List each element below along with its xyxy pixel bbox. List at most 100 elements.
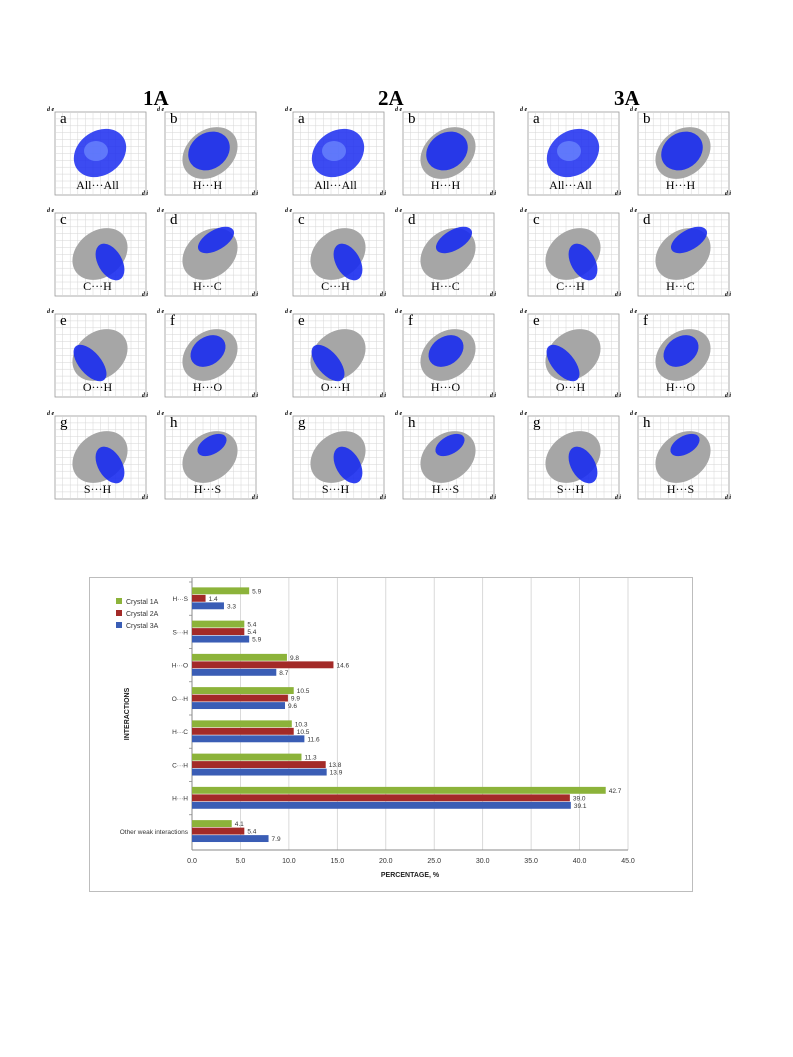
data-label: 39.0: [573, 795, 586, 802]
fingerprint-graphic: [164, 415, 257, 500]
bar-crystal-3a: [192, 668, 277, 676]
axis-label-de: d e: [630, 208, 638, 214]
fingerprint-graphic: [637, 212, 730, 297]
panel-letter: g: [60, 415, 68, 431]
fingerprint-graphic: [292, 212, 385, 297]
highlighted-contact-region: [661, 131, 703, 171]
bar-crystal-2a: [192, 761, 326, 769]
bar-crystal-3a: [192, 702, 286, 710]
fingerprint-plot-1a-f: d e d i f H···O: [156, 309, 259, 404]
panel-letter: b: [170, 111, 178, 127]
x-tick-label: 0.0: [187, 858, 197, 865]
highlighted-contact-region: [190, 335, 226, 367]
panel-letter: h: [170, 415, 178, 431]
fingerprint-plot-2a-e: d e d i e O···H: [284, 309, 387, 404]
axis-label-de: d e: [395, 309, 403, 315]
axis-label-di: d i: [379, 191, 386, 197]
highlighted-contact-region: [188, 131, 230, 171]
category-label: H···O: [172, 663, 188, 670]
panel-letter: c: [533, 212, 540, 228]
panel-caption: H···C: [193, 279, 222, 293]
panel-letter: h: [408, 415, 416, 431]
highlighted-contact-region: [197, 226, 235, 254]
panel-caption: All···All: [314, 178, 357, 192]
panel-caption: H···O: [665, 380, 696, 394]
category-label: H···S: [172, 596, 188, 603]
x-tick-label: 25.0: [427, 858, 441, 865]
panel-caption: H···C: [431, 279, 460, 293]
panel-caption: C···H: [556, 279, 585, 293]
panel-letter: g: [533, 415, 541, 431]
panel-caption: H···O: [430, 380, 461, 394]
panel-caption: H···S: [666, 482, 695, 496]
x-tick-label: 10.0: [282, 858, 296, 865]
fingerprint-plot-1a-b: d e d i b H···H: [156, 107, 259, 202]
data-label: 5.4: [247, 622, 256, 629]
dense-core: [322, 141, 346, 161]
data-label: 5.9: [252, 637, 261, 644]
bar-crystal-2a: [192, 661, 334, 669]
highlighted-contact-region: [428, 335, 464, 367]
fingerprint-graphic: [637, 111, 730, 196]
axis-label-di: d i: [614, 191, 621, 197]
panel-letter: c: [298, 212, 305, 228]
axis-label-de: d e: [47, 208, 55, 214]
panel-caption: S···H: [556, 482, 585, 496]
panel-caption: C···H: [83, 279, 112, 293]
panel-letter: a: [60, 111, 67, 127]
data-label: 7.9: [272, 836, 281, 843]
fingerprint-plot-3a-f: d e d i f H···O: [629, 309, 732, 404]
axis-label-di: d i: [614, 495, 621, 501]
highlighted-contact-region: [435, 226, 473, 254]
panel-caption: H···H: [192, 178, 223, 192]
bar-crystal-3a: [192, 635, 250, 643]
panel-caption: All···All: [549, 178, 592, 192]
axis-label-de: d e: [395, 107, 403, 113]
panel-caption: S···H: [83, 482, 112, 496]
axis-label-di: d i: [251, 393, 258, 399]
axis-label-de: d e: [157, 411, 165, 417]
axis-label-di: d i: [141, 292, 148, 298]
panel-letter: e: [533, 313, 540, 329]
axis-label-di: d i: [614, 292, 621, 298]
panel-letter: h: [643, 415, 651, 431]
fingerprint-plot-2a-h: d e d i h H···S: [394, 411, 497, 506]
dense-core: [557, 141, 581, 161]
panel-caption: O···H: [555, 380, 586, 394]
panel-caption: H···H: [430, 178, 461, 192]
fingerprint-graphic: [527, 313, 620, 398]
fingerprint-plot-3a-e: d e d i e O···H: [519, 309, 622, 404]
highlighted-contact-region: [311, 344, 345, 382]
bar-crystal-1a: [192, 687, 294, 695]
axis-label-de: d e: [285, 309, 293, 315]
fingerprint-graphic: [292, 111, 385, 196]
fingerprint-graphic: [54, 111, 147, 196]
axis-label-di: d i: [251, 191, 258, 197]
data-label: 8.7: [279, 670, 288, 677]
data-label: 3.3: [227, 603, 236, 610]
axis-label-de: d e: [520, 208, 528, 214]
fingerprint-plot-2a-c: d e d i c C···H: [284, 208, 387, 303]
panel-caption: H···H: [665, 178, 696, 192]
category-label: C···H: [172, 762, 188, 769]
data-label: 5.4: [247, 629, 256, 636]
axis-label-di: d i: [141, 495, 148, 501]
panel-caption: C···H: [321, 279, 350, 293]
axis-label-di: d i: [724, 495, 731, 501]
panel-caption: O···H: [320, 380, 351, 394]
legend-swatch: [116, 598, 122, 604]
fingerprint-plot-1a-d: d e d i d H···C: [156, 208, 259, 303]
axis-label-di: d i: [724, 393, 731, 399]
fingerprint-graphic: [54, 212, 147, 297]
bar-crystal-1a: [192, 820, 232, 828]
bar-crystal-3a: [192, 768, 327, 776]
x-tick-label: 15.0: [331, 858, 345, 865]
fingerprint-plot-1a-a: d e d i a All···All: [46, 107, 149, 202]
bar-crystal-2a: [192, 628, 245, 636]
axis-label-di: d i: [489, 393, 496, 399]
fingerprint-graphic: [527, 212, 620, 297]
panel-caption: H···C: [666, 279, 695, 293]
category-label: H···C: [172, 729, 188, 736]
x-tick-label: 30.0: [476, 858, 490, 865]
data-label: 42.7: [609, 788, 622, 795]
